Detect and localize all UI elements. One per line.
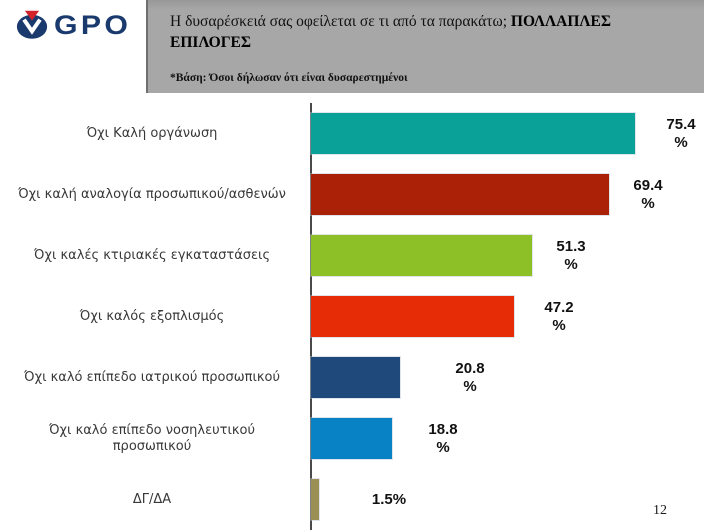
bar (311, 418, 392, 459)
bar (311, 357, 400, 398)
value-label: 20.8 % (455, 359, 485, 395)
category-label: Όχι Καλή οργάνωση (86, 125, 218, 141)
value-label: 18.8 % (428, 420, 458, 456)
bar (311, 479, 319, 520)
value-label: 51.3 % (556, 237, 586, 273)
category-label: ΔΓ/ΔΑ (132, 491, 172, 507)
bar (311, 235, 532, 276)
value-label: 69.4 % (633, 176, 663, 212)
gpo-logo: GPO (14, 9, 128, 41)
slide-title: Η δυσαρέσκειά σας οφείλεται σε τι από τα… (170, 12, 692, 54)
category-label: Όχι καλό επίπεδο νοσηλευτικού προσωπικού (48, 422, 256, 454)
category-label: Όχι καλή αναλογία προσωπικού/ασθενών (18, 186, 286, 202)
slide-title-emphasis: ΠΟΛΛΑΠΛΕΣ ΕΠΙΛΟΓΕΣ (170, 13, 611, 51)
gpo-logo-text: GPO (54, 9, 132, 40)
header-title-box: Η δυσαρέσκειά σας οφείλεται σε τι από τα… (146, 0, 704, 93)
value-label: 47.2 % (544, 298, 574, 334)
category-label: Όχι καλές κτιριακές εγκαταστάσεις (33, 247, 271, 263)
bar (311, 174, 609, 215)
slide-title-normal: Η δυσαρέσκειά σας οφείλεται σε τι από τα… (170, 13, 511, 30)
base-footnote: *Βάση: Όσοι δήλωσαν ότι είναι δυσαρεστημ… (170, 72, 408, 84)
value-label: 75.4 % (666, 115, 696, 151)
category-label: Όχι καλός εξοπλισμός (79, 308, 225, 324)
bar (311, 296, 514, 337)
value-label: 1.5% (371, 490, 407, 508)
category-label: Όχι καλό επίπεδο ιατρικού προσωπικού (24, 369, 280, 385)
gpo-checkmark-icon (14, 9, 50, 41)
bar (311, 113, 635, 154)
page-number: 12 (653, 503, 667, 518)
